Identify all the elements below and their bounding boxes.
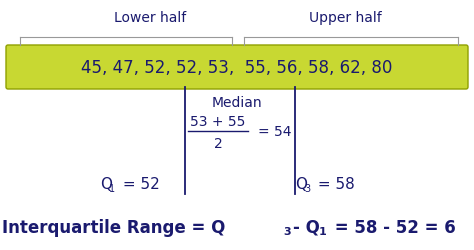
Text: Median: Median xyxy=(212,96,262,110)
Text: 3: 3 xyxy=(283,226,291,236)
Text: 53 + 55: 53 + 55 xyxy=(191,114,246,128)
Text: Upper half: Upper half xyxy=(309,11,382,25)
Text: Q: Q xyxy=(100,177,112,192)
Text: Lower half: Lower half xyxy=(114,11,186,25)
Text: 1: 1 xyxy=(319,226,327,236)
Text: 1: 1 xyxy=(109,183,115,193)
FancyBboxPatch shape xyxy=(6,46,468,90)
Text: Q: Q xyxy=(295,177,307,192)
Text: Interquartile Range = Q: Interquartile Range = Q xyxy=(2,218,225,236)
Text: 45, 47, 52, 52, 53,  55, 56, 58, 62, 80: 45, 47, 52, 52, 53, 55, 56, 58, 62, 80 xyxy=(82,59,392,77)
Text: = 52: = 52 xyxy=(118,177,160,192)
Text: 2: 2 xyxy=(214,136,222,150)
Text: = 54: = 54 xyxy=(258,124,292,138)
Text: = 58 - 52 = 6: = 58 - 52 = 6 xyxy=(329,218,456,236)
Text: = 58: = 58 xyxy=(313,177,355,192)
Text: - Q: - Q xyxy=(293,218,320,236)
Text: 3: 3 xyxy=(304,183,310,193)
